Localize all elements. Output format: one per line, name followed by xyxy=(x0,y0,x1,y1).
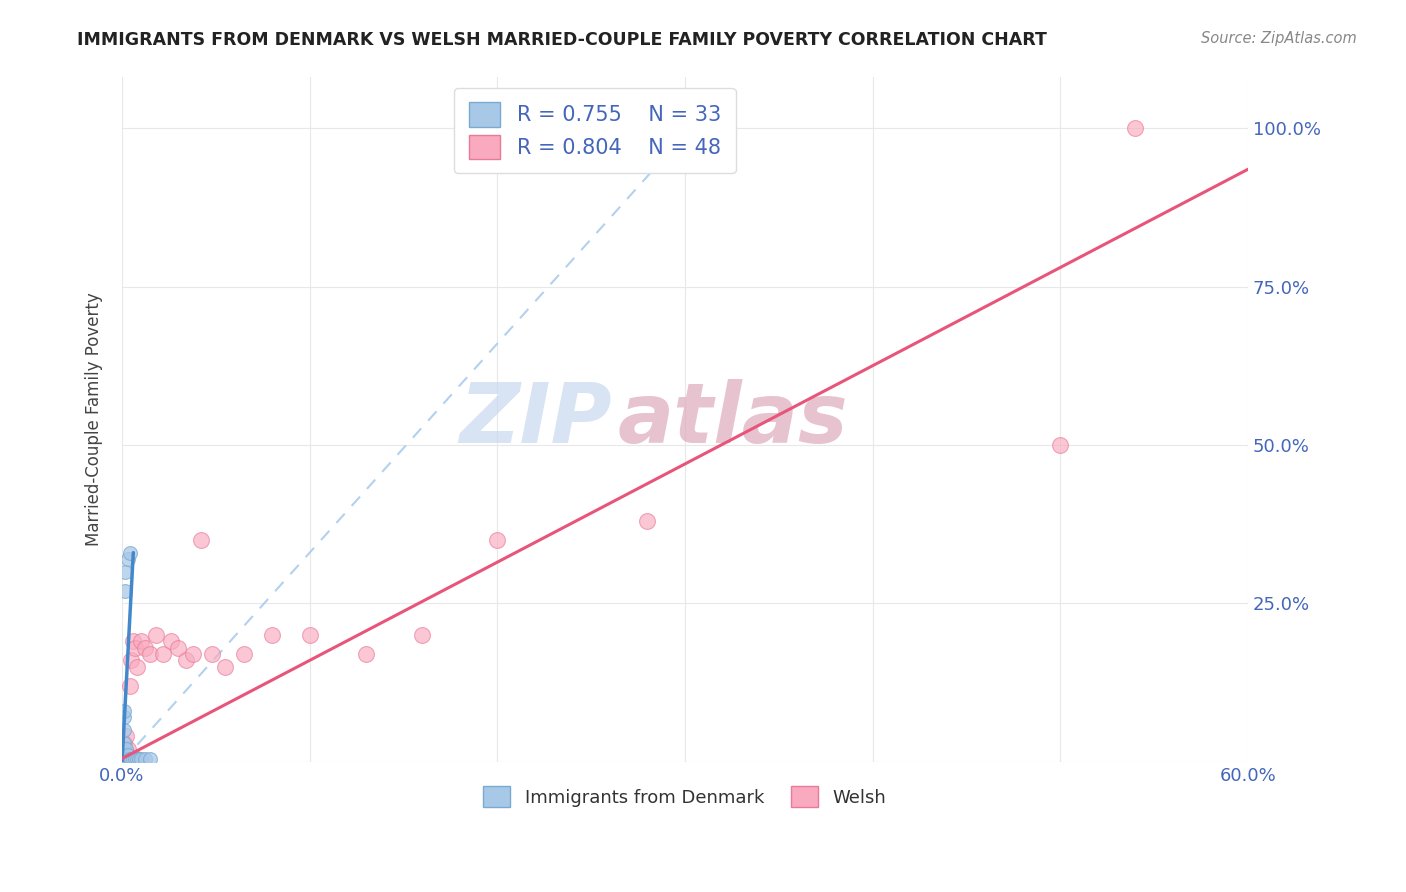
Point xyxy=(174,653,197,667)
Point xyxy=(114,583,136,598)
Point xyxy=(122,751,145,765)
Point xyxy=(112,736,135,750)
Point xyxy=(214,659,236,673)
Point xyxy=(117,748,139,763)
Point xyxy=(129,751,152,765)
Point xyxy=(112,748,135,763)
Point xyxy=(111,748,134,763)
Point xyxy=(117,742,139,756)
Point xyxy=(125,751,148,765)
Point xyxy=(112,736,135,750)
Point xyxy=(117,748,139,763)
Point xyxy=(112,748,135,763)
Point xyxy=(262,628,284,642)
Point xyxy=(117,751,139,765)
Point xyxy=(112,742,135,756)
Point xyxy=(114,748,136,763)
Point xyxy=(111,749,134,764)
Point xyxy=(111,748,134,763)
Point xyxy=(125,659,148,673)
Text: Source: ZipAtlas.com: Source: ZipAtlas.com xyxy=(1201,31,1357,46)
Y-axis label: Married-Couple Family Poverty: Married-Couple Family Poverty xyxy=(86,293,103,547)
Point xyxy=(1049,438,1071,452)
Point xyxy=(112,710,135,724)
Point xyxy=(354,647,377,661)
Point xyxy=(201,647,224,661)
Point xyxy=(298,628,321,642)
Point xyxy=(122,634,145,648)
Point xyxy=(114,742,136,756)
Point xyxy=(115,751,138,765)
Point xyxy=(112,745,135,759)
Text: IMMIGRANTS FROM DENMARK VS WELSH MARRIED-COUPLE FAMILY POVERTY CORRELATION CHART: IMMIGRANTS FROM DENMARK VS WELSH MARRIED… xyxy=(77,31,1047,49)
Point xyxy=(112,751,135,765)
Point xyxy=(112,742,135,756)
Point xyxy=(636,514,658,528)
Point xyxy=(114,748,136,763)
Point xyxy=(114,751,136,765)
Point xyxy=(120,751,142,765)
Text: ZIP: ZIP xyxy=(460,379,612,460)
Point xyxy=(114,751,136,765)
Point xyxy=(114,565,136,579)
Point xyxy=(120,751,142,765)
Point xyxy=(134,640,156,655)
Point xyxy=(118,546,141,560)
Point xyxy=(118,751,141,765)
Point xyxy=(124,640,146,655)
Point xyxy=(111,751,134,765)
Point xyxy=(122,751,145,765)
Point xyxy=(112,723,135,737)
Point xyxy=(411,628,433,642)
Point xyxy=(160,634,183,648)
Point xyxy=(129,634,152,648)
Point xyxy=(112,751,135,765)
Point xyxy=(183,647,205,661)
Point xyxy=(1123,121,1146,136)
Point xyxy=(114,751,136,765)
Legend: Immigrants from Denmark, Welsh: Immigrants from Denmark, Welsh xyxy=(477,779,894,814)
Point xyxy=(114,730,136,744)
Point xyxy=(124,751,146,765)
Point xyxy=(190,533,212,547)
Point xyxy=(114,751,136,765)
Point xyxy=(111,751,134,765)
Point xyxy=(125,751,148,765)
Point xyxy=(486,533,509,547)
Point xyxy=(114,704,136,718)
Point xyxy=(134,751,156,765)
Point xyxy=(112,742,135,756)
Point xyxy=(139,751,162,765)
Point xyxy=(139,647,162,661)
Point xyxy=(118,679,141,693)
Point xyxy=(120,653,142,667)
Point xyxy=(233,647,256,661)
Point xyxy=(152,647,174,661)
Point xyxy=(112,748,135,763)
Point xyxy=(128,751,150,765)
Point xyxy=(111,749,134,764)
Point xyxy=(117,552,139,566)
Point xyxy=(117,751,139,765)
Point xyxy=(167,640,190,655)
Point xyxy=(112,748,135,763)
Point xyxy=(145,628,167,642)
Point xyxy=(124,751,146,765)
Point xyxy=(112,748,135,763)
Point xyxy=(118,751,141,765)
Text: atlas: atlas xyxy=(617,379,848,460)
Point xyxy=(112,745,135,759)
